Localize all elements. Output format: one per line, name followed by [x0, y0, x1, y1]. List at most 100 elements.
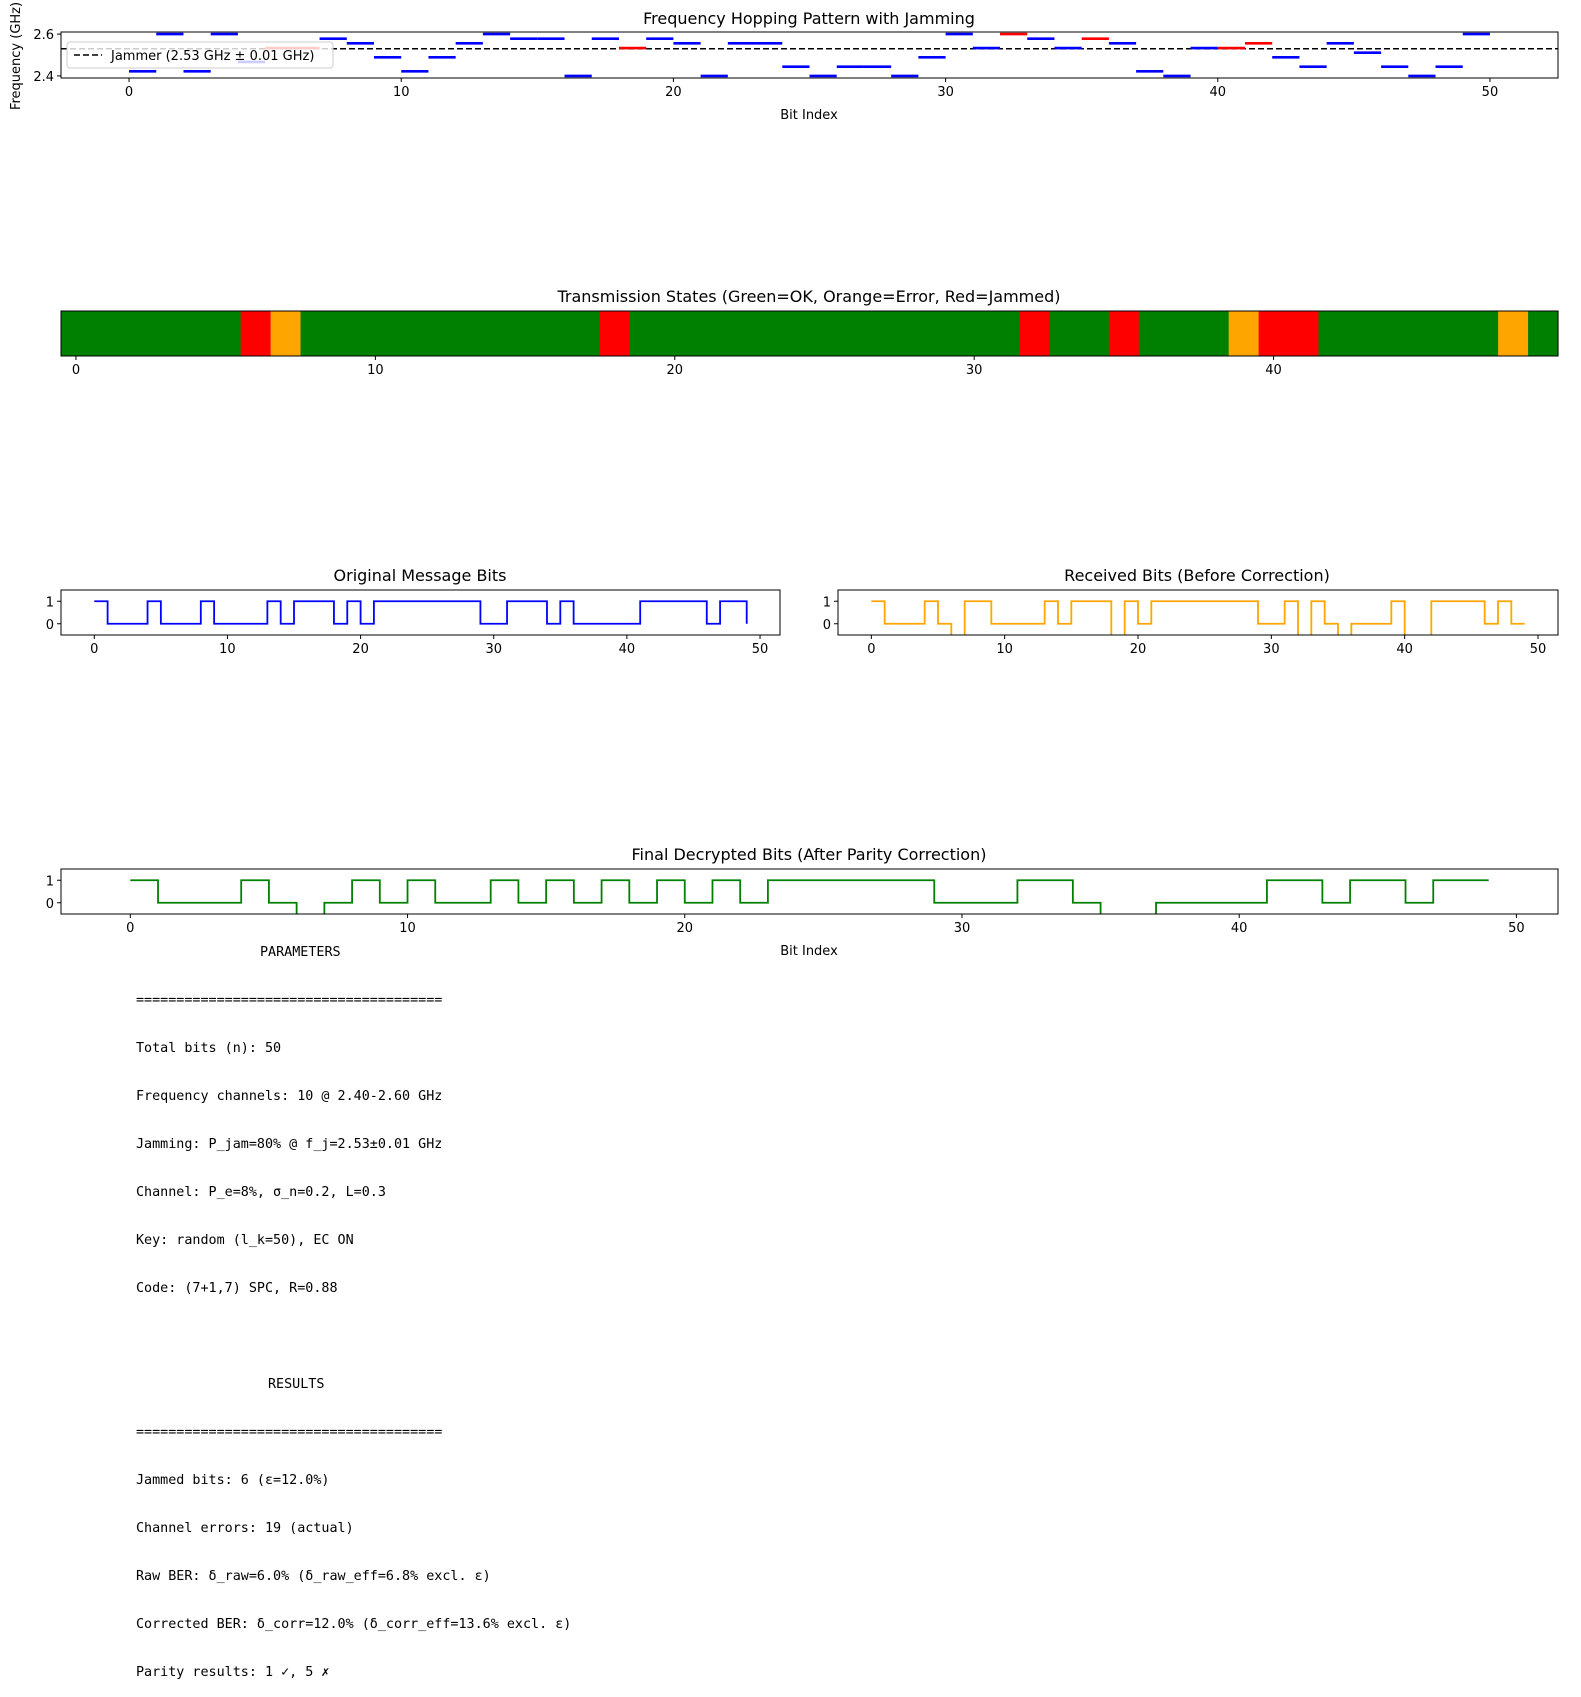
state-cell-ok	[869, 311, 900, 356]
param-key: Key: random (l_k=50), EC ON	[136, 1233, 354, 1248]
state-cell-ok	[659, 311, 691, 356]
state-cell-ok	[1378, 311, 1409, 356]
param-channel: Channel: P_e=8%, σ_n=0.2, L=0.3	[136, 1185, 386, 1200]
received-xtick-label: 40	[1396, 642, 1413, 657]
final-xtick-label: 0	[126, 921, 134, 936]
result-corrected-ber: Corrected BER: δ_corr=12.0% (δ_corr_eff=…	[136, 1617, 572, 1632]
param-freq-channels: Frequency channels: 10 @ 2.40-2.60 GHz	[136, 1089, 443, 1104]
received-xtick-label: 30	[1263, 642, 1280, 657]
state-cell-j	[1258, 311, 1290, 356]
hopping-xtick-label: 40	[1209, 85, 1226, 100]
hopping-xtick-label: 10	[393, 85, 410, 100]
received-axes-frame	[837, 589, 1559, 636]
received-ytick-label: 0	[823, 618, 831, 633]
state-cell-ok	[1078, 311, 1110, 356]
state-cell-ok	[1049, 311, 1080, 356]
received-bits-panel: Received Bits (Before Correction) 0 10 20 3…	[823, 566, 1559, 657]
parameters-results-text: PARAMETERS =============================…	[136, 913, 571, 1697]
states-xtick-label: 0	[72, 363, 80, 378]
state-cell-ok	[1438, 311, 1469, 356]
hopping-ytick-label: 2.6	[33, 28, 54, 43]
frequency-hopping-panel: Frequency Hopping Pattern with Jamming B…	[9, 2, 1559, 123]
state-cell-ok	[1318, 311, 1350, 356]
original-ticks: 0 10 20 30 40 50 0 1	[46, 595, 769, 657]
state-cell-ok	[300, 311, 332, 356]
state-cell-ok	[1348, 311, 1379, 356]
param-total-bits: Total bits (n): 50	[136, 1041, 282, 1056]
transmission-states-panel: Transmission States (Green=OK, Orange=Er…	[60, 287, 1559, 378]
original-xtick-label: 20	[352, 642, 369, 657]
hopping-ticks: 0 10 20 30 40 50 2.4 2.6	[33, 28, 1498, 100]
state-cell-ok	[1408, 311, 1439, 356]
final-xtick-label: 50	[1508, 921, 1525, 936]
state-cell-ok	[719, 311, 751, 356]
final-bits-panel: Final Decrypted Bits (After Parity Corre…	[46, 845, 1559, 959]
hopping-xtick-label: 20	[665, 85, 682, 100]
state-cell-ok	[629, 311, 661, 356]
state-cell-ok	[929, 311, 960, 356]
received-xtick-label: 20	[1130, 642, 1147, 657]
states-xtick-label: 40	[1265, 363, 1282, 378]
hopping-xtick-label: 50	[1482, 85, 1499, 100]
params-blank-line	[136, 1329, 571, 1345]
final-marks	[130, 879, 1489, 914]
state-cell-ok	[480, 311, 511, 356]
original-step-line	[94, 600, 748, 625]
results-rule: ======================================	[136, 1425, 443, 1440]
state-cell-ok	[989, 311, 1020, 356]
states-axes-frame	[60, 310, 1559, 357]
states-cells	[61, 311, 1559, 356]
state-cell-ok	[1528, 311, 1559, 356]
state-cell-ok	[90, 311, 122, 356]
state-cell-ok	[540, 311, 571, 356]
original-xtick-label: 50	[752, 642, 769, 657]
state-cell-j	[240, 311, 272, 356]
state-cell-ok	[120, 311, 152, 356]
state-cell-ok	[959, 311, 990, 356]
original-bits-panel: Original Message Bits 0 10 20 30 40 50 0 1	[46, 566, 781, 657]
original-ytick-label: 0	[46, 618, 54, 633]
original-ytick-label: 1	[46, 595, 54, 610]
state-cell-ok	[779, 311, 811, 356]
state-cell-ok	[61, 311, 92, 356]
state-cell-ok	[1168, 311, 1200, 356]
hopping-xtick-label: 0	[125, 85, 133, 100]
state-cell-ok	[450, 311, 481, 356]
state-cell-ok	[569, 311, 601, 356]
states-ticks: 0 10 20 30 40	[72, 356, 1282, 378]
final-ytick-label: 0	[46, 897, 54, 912]
hopping-xlabel: Bit Index	[780, 108, 838, 123]
final-ticks: 0 10 20 30 40 50 0 1	[46, 874, 1525, 936]
states-xtick-label: 20	[666, 363, 683, 378]
received-xtick-label: 0	[867, 642, 875, 657]
hopping-ytick-label: 2.4	[33, 70, 54, 85]
hopping-axes-frame	[60, 31, 1559, 79]
original-marks	[94, 600, 748, 625]
state-cell-ok	[1198, 311, 1230, 356]
received-xtick-label: 10	[996, 642, 1013, 657]
params-title: PARAMETERS	[260, 945, 341, 960]
state-cell-j	[599, 311, 631, 356]
state-cell-j	[1019, 311, 1050, 356]
hopping-title: Frequency Hopping Pattern with Jamming	[643, 9, 975, 28]
final-xlabel: Bit Index	[780, 944, 838, 959]
state-cell-ok	[330, 311, 361, 356]
original-title: Original Message Bits	[334, 566, 507, 585]
hopping-xtick-label: 30	[937, 85, 954, 100]
states-xtick-label: 10	[367, 363, 384, 378]
legend-jammer-label: Jammer (2.53 GHz ± 0.01 GHz)	[110, 49, 314, 64]
state-cell-j	[1108, 311, 1140, 356]
state-cell-ok	[360, 311, 391, 356]
state-cell-j	[1288, 311, 1320, 356]
params-rule: ======================================	[136, 993, 443, 1008]
hopping-legend: Jammer (2.53 GHz ± 0.01 GHz)	[66, 41, 334, 69]
state-cell-ok	[510, 311, 541, 356]
final-ytick-label: 1	[46, 874, 54, 889]
original-xtick-label: 40	[619, 642, 636, 657]
param-code: Code: (7+1,7) SPC, R=0.88	[136, 1281, 338, 1296]
results-title: RESULTS	[268, 1377, 325, 1392]
state-cell-ok	[689, 311, 721, 356]
figure-canvas: Frequency Hopping Pattern with Jamming B…	[9, 2, 1559, 959]
state-cell-ok	[150, 311, 182, 356]
state-cell-ok	[420, 311, 451, 356]
